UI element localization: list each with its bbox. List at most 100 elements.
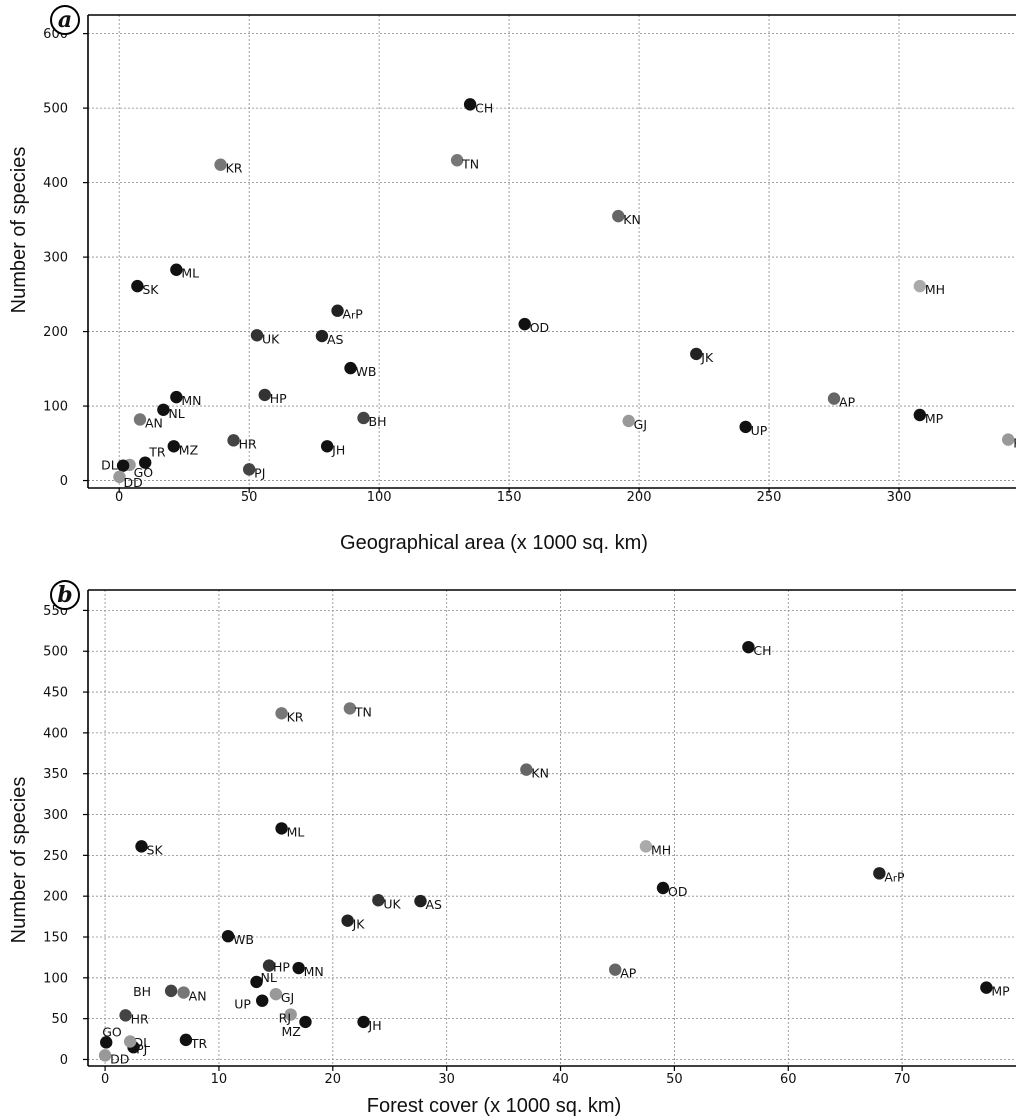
- data-point-mz: [299, 1015, 312, 1029]
- data-point-hp: [262, 959, 276, 972]
- data-point-dd: [113, 470, 126, 484]
- svg-text:a: a: [58, 7, 72, 33]
- point-label-kn: KN: [623, 212, 641, 227]
- y-tick-label: 450: [43, 686, 68, 701]
- x-tick-label: 50: [666, 1072, 683, 1087]
- data-point-jk: [341, 914, 354, 927]
- y-tick-label: 350: [43, 767, 68, 782]
- svg-text:b: b: [57, 582, 72, 608]
- data-point-up: [256, 994, 269, 1007]
- data-point-pj: [123, 1035, 137, 1048]
- x-tick-label: 300: [887, 490, 912, 505]
- x-tick-label: 20: [325, 1072, 342, 1087]
- point-label-dd: DD: [110, 1051, 129, 1066]
- point-label-kr: KR: [226, 161, 243, 176]
- point-label-dd: DD: [123, 475, 142, 490]
- point-label-sk: SK: [142, 282, 159, 297]
- data-point-od: [518, 317, 531, 331]
- x-tick-label: 30: [438, 1072, 455, 1087]
- point-label-mn: MN: [181, 393, 201, 408]
- data-point-arp: [873, 867, 886, 880]
- point-label-nl: NL: [261, 970, 277, 985]
- point-label-dl: DL: [101, 458, 118, 473]
- x-tick-label: 200: [627, 490, 652, 505]
- point-label-dl: DL: [134, 1035, 151, 1050]
- point-label-rj: RJ: [279, 1011, 291, 1026]
- data-point-od: [656, 881, 670, 895]
- x-tick-label: 40: [552, 1072, 569, 1087]
- point-label-as: AS: [327, 332, 344, 347]
- point-label-pj: PJ: [136, 1042, 147, 1057]
- data-point-sk: [135, 840, 148, 853]
- point-label-mp: MP: [925, 411, 944, 426]
- point-label-tr: TR: [148, 445, 166, 460]
- data-point-hp: [258, 388, 271, 402]
- y-tick-label: 0: [60, 1053, 68, 1068]
- point-label-mn: MN: [304, 964, 324, 979]
- data-point-ch: [742, 640, 755, 654]
- y-tick-label: 400: [43, 176, 68, 191]
- x-tick-label: 60: [780, 1072, 797, 1087]
- y-axis-title: Number of species: [8, 777, 30, 944]
- y-tick-label: 200: [43, 325, 68, 340]
- point-label-jk: JK: [700, 350, 714, 365]
- data-point-gj: [269, 987, 283, 1001]
- data-point-mn: [170, 390, 183, 404]
- data-point-nl: [250, 975, 263, 989]
- panel-label: b: [50, 580, 80, 610]
- data-point-tr: [138, 456, 152, 469]
- data-point-wb: [344, 361, 357, 375]
- data-point-bh: [357, 411, 370, 425]
- y-tick-label: 0: [60, 474, 68, 489]
- point-label-hp: HP: [270, 391, 287, 406]
- point-label-hr: HR: [239, 436, 257, 451]
- data-point-pj: [242, 463, 256, 476]
- point-label-ap: AP: [620, 966, 637, 981]
- data-point-hr: [227, 434, 240, 447]
- data-point-ml: [275, 822, 288, 835]
- data-point-mp: [913, 408, 927, 422]
- point-label-jk: JK: [352, 917, 366, 932]
- data-point-rj: [1002, 433, 1015, 446]
- data-point-hr: [119, 1009, 132, 1022]
- y-tick-label: 300: [43, 808, 68, 823]
- x-tick-label: 50: [241, 490, 258, 505]
- data-point-tn: [343, 702, 357, 715]
- point-label-mz: MZ: [179, 442, 198, 457]
- point-label-wb: WB: [233, 932, 254, 947]
- point-label-mp: MP: [991, 984, 1010, 999]
- point-label-nl: NL: [168, 406, 184, 421]
- point-label-an: AN: [189, 989, 207, 1004]
- point-label-tn: TN: [461, 156, 479, 171]
- data-point-nl: [157, 403, 170, 416]
- data-point-mh: [639, 840, 653, 853]
- point-label-wb: WB: [356, 364, 377, 379]
- y-tick-label: 100: [43, 971, 68, 986]
- point-label-up: UP: [234, 997, 251, 1012]
- x-tick-label: 150: [497, 490, 522, 505]
- point-label-kn: KN: [531, 766, 549, 781]
- point-label-tr: TR: [190, 1036, 208, 1051]
- y-tick-label: 150: [43, 930, 68, 945]
- data-point-mz: [167, 440, 180, 453]
- data-point-mn: [292, 961, 305, 975]
- data-point-dl: [116, 459, 130, 472]
- point-label-go: GO: [134, 465, 154, 480]
- data-point-go: [100, 1036, 113, 1049]
- point-label-as: AS: [425, 897, 442, 912]
- y-tick-label: 300: [43, 251, 68, 266]
- data-point-uk: [250, 329, 264, 342]
- x-tick-label: 10: [211, 1072, 228, 1087]
- data-point-tr: [179, 1033, 193, 1047]
- point-label-gj: GJ: [634, 417, 647, 432]
- point-label-od: OD: [530, 320, 549, 335]
- point-label-hp: HP: [273, 960, 290, 975]
- data-point-ch: [463, 98, 477, 111]
- point-label-up: UP: [751, 423, 768, 438]
- point-label-rj: RJ: [1013, 436, 1016, 451]
- data-point-dd: [98, 1049, 112, 1062]
- point-label-ch: CH: [753, 643, 771, 658]
- data-point-kn: [612, 209, 625, 223]
- x-axis-title: Geographical area (x 1000 sq. km): [340, 532, 648, 554]
- point-label-ml: ML: [181, 266, 199, 281]
